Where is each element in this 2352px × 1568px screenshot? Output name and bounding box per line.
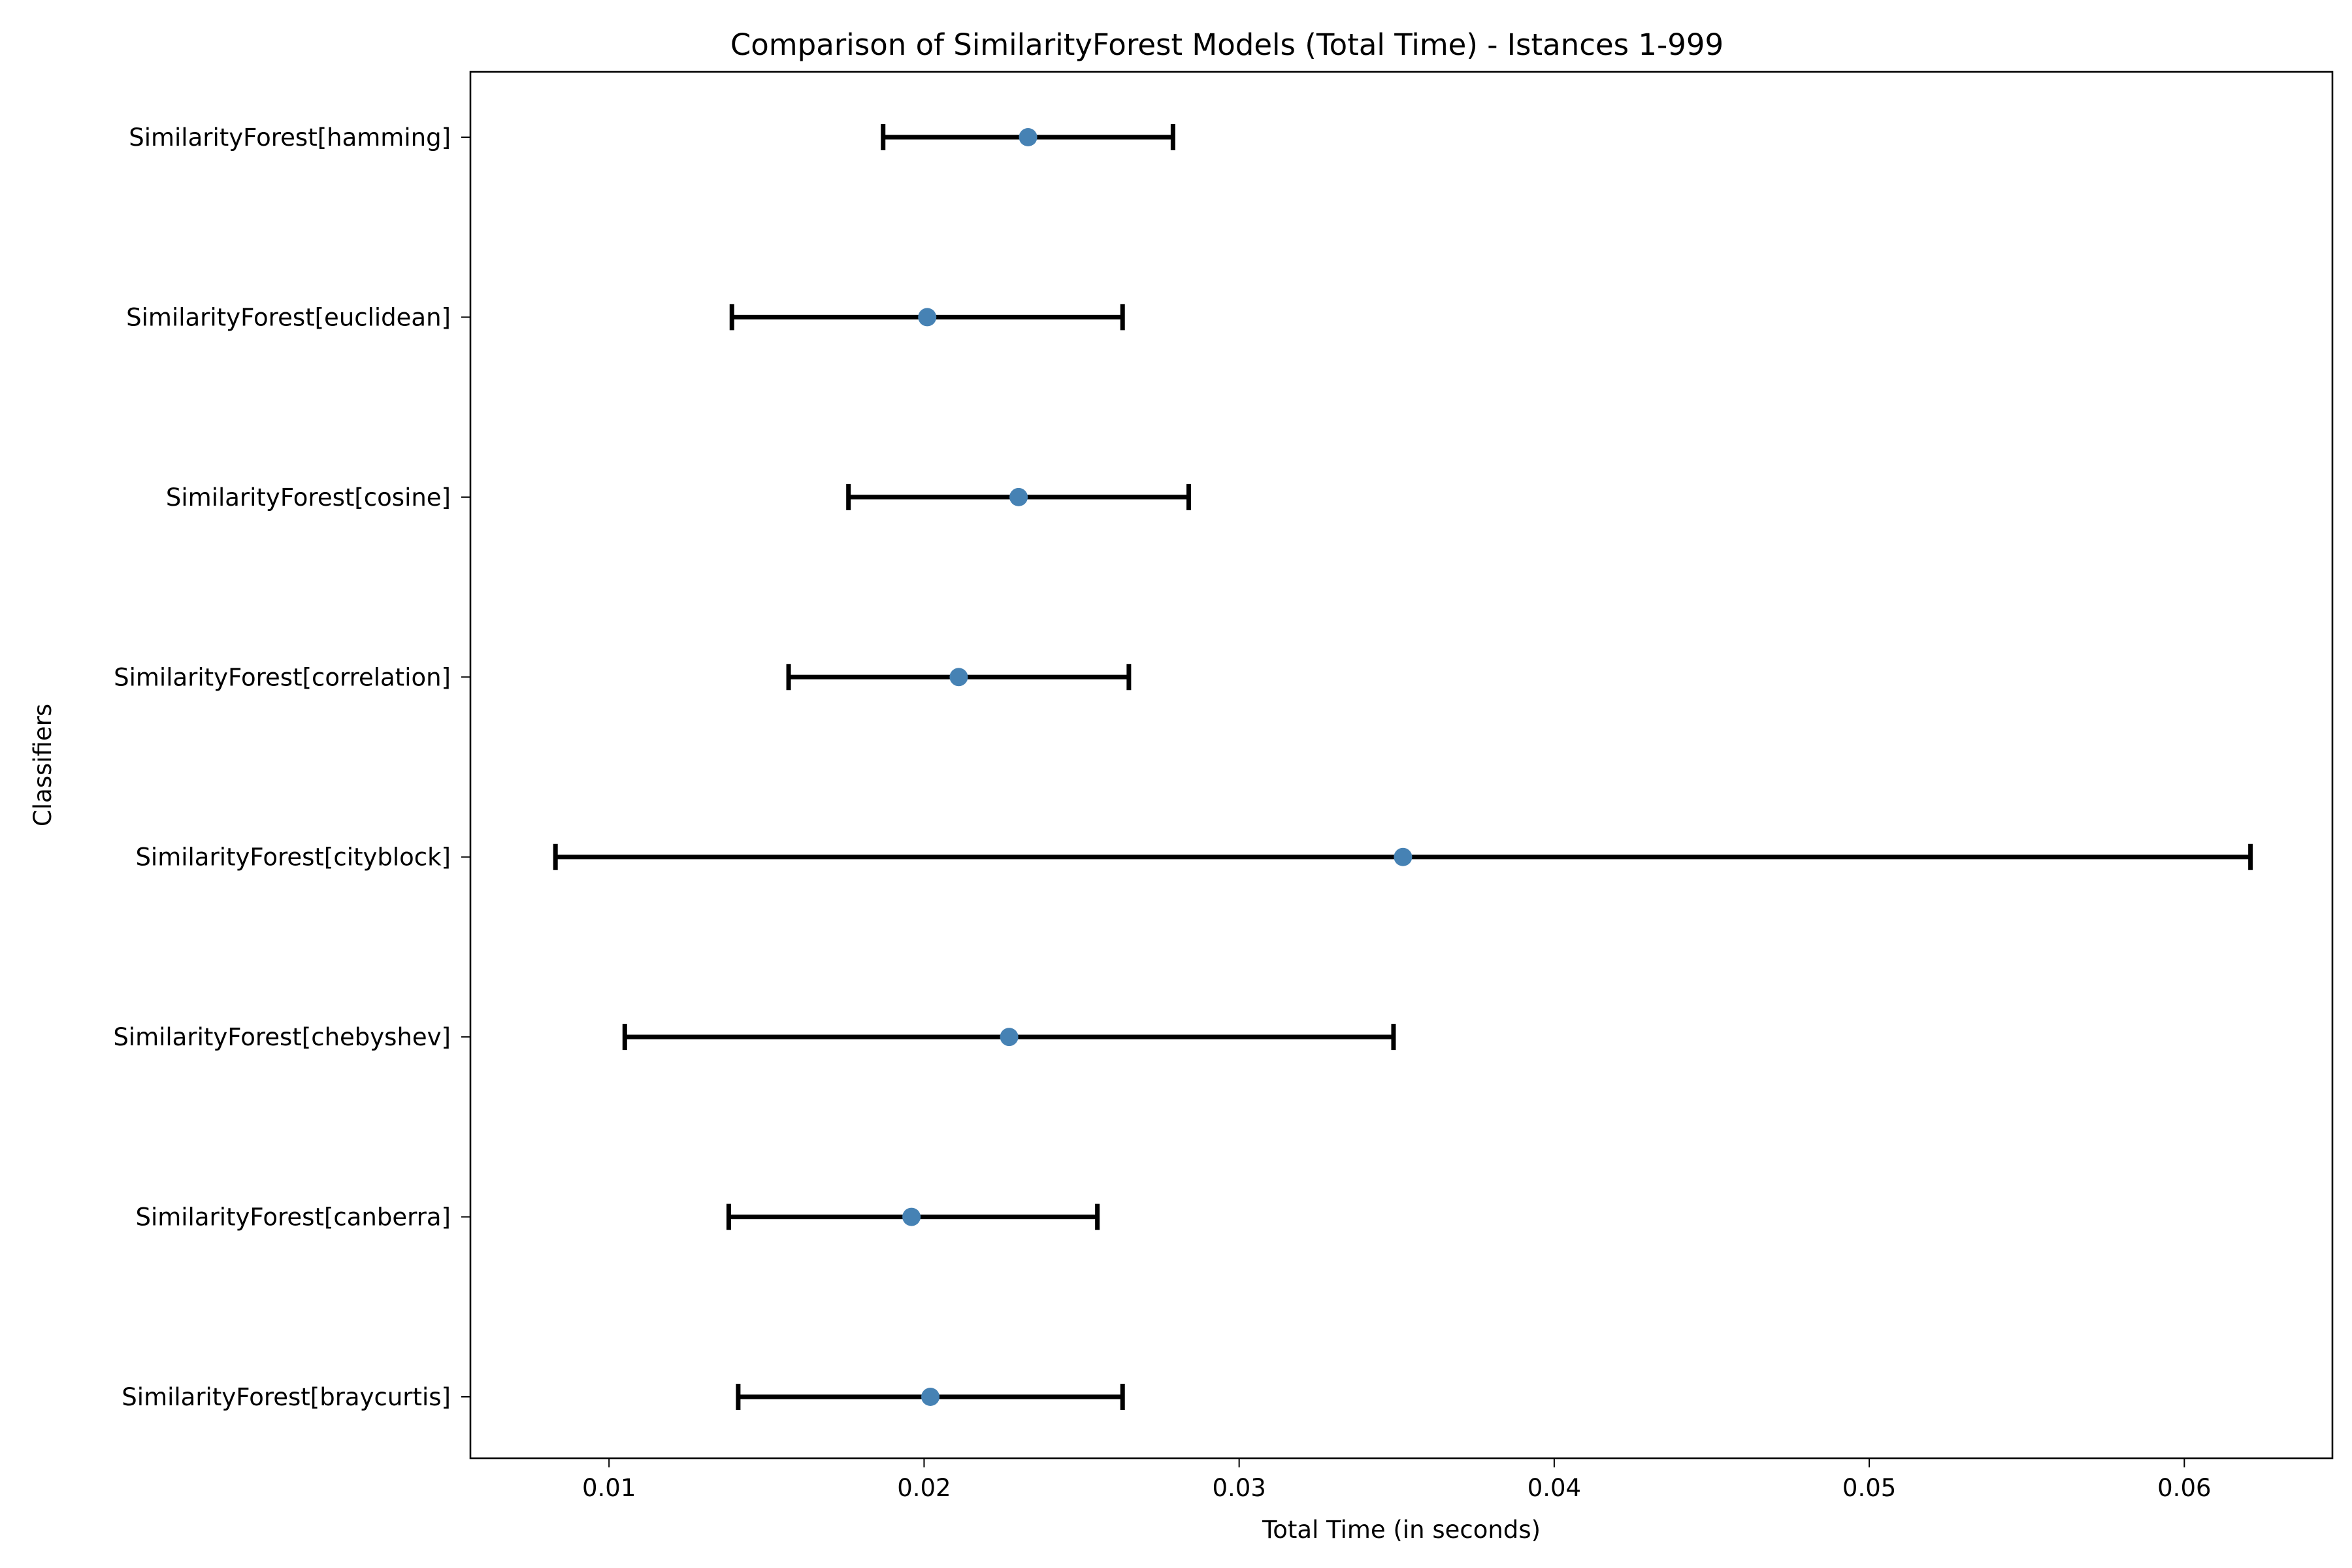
y-axis: SimilarityForest[braycurtis] SimilarityFo… [113, 123, 470, 1411]
y-tick-label: SimilarityForest[canberra] [135, 1203, 451, 1232]
y-tick-label: SimilarityForest[correlation] [114, 663, 451, 691]
x-tick-label: 0.04 [1527, 1474, 1581, 1502]
mean-point [1019, 128, 1037, 146]
x-axis-label: Total Time (in seconds) [1262, 1516, 1541, 1544]
x-tick-label: 0.05 [1842, 1474, 1896, 1502]
chart-title: Comparison of SimilarityForest Models (T… [730, 27, 1723, 62]
mean-point [1000, 1028, 1019, 1047]
mean-point [902, 1207, 921, 1226]
y-tick-label: SimilarityForest[cosine] [166, 483, 451, 512]
y-tick-label: SimilarityForest[cityblock] [135, 843, 451, 872]
y-tick-label: SimilarityForest[braycurtis] [122, 1383, 451, 1411]
x-tick-label: 0.06 [2157, 1474, 2211, 1502]
y-tick-label: SimilarityForest[hamming] [129, 123, 451, 152]
x-tick-label: 0.02 [897, 1474, 951, 1502]
x-axis: 0.01 0.02 0.03 0.04 0.05 0.06 [582, 1458, 2212, 1502]
plot-frame [469, 71, 2334, 1460]
x-tick-label: 0.03 [1212, 1474, 1266, 1502]
y-axis-label: Classifiers [29, 704, 57, 826]
mean-point [949, 668, 968, 687]
y-tick-label: SimilarityForest[euclidean] [126, 303, 451, 331]
mean-point [1009, 487, 1028, 506]
x-tick-label: 0.01 [582, 1474, 636, 1502]
mean-point [1394, 847, 1413, 866]
error-bar-series [553, 124, 2253, 1410]
mean-point [918, 308, 937, 327]
y-tick-label: SimilarityForest[chebyshev] [113, 1023, 451, 1051]
mean-point [921, 1388, 940, 1406]
